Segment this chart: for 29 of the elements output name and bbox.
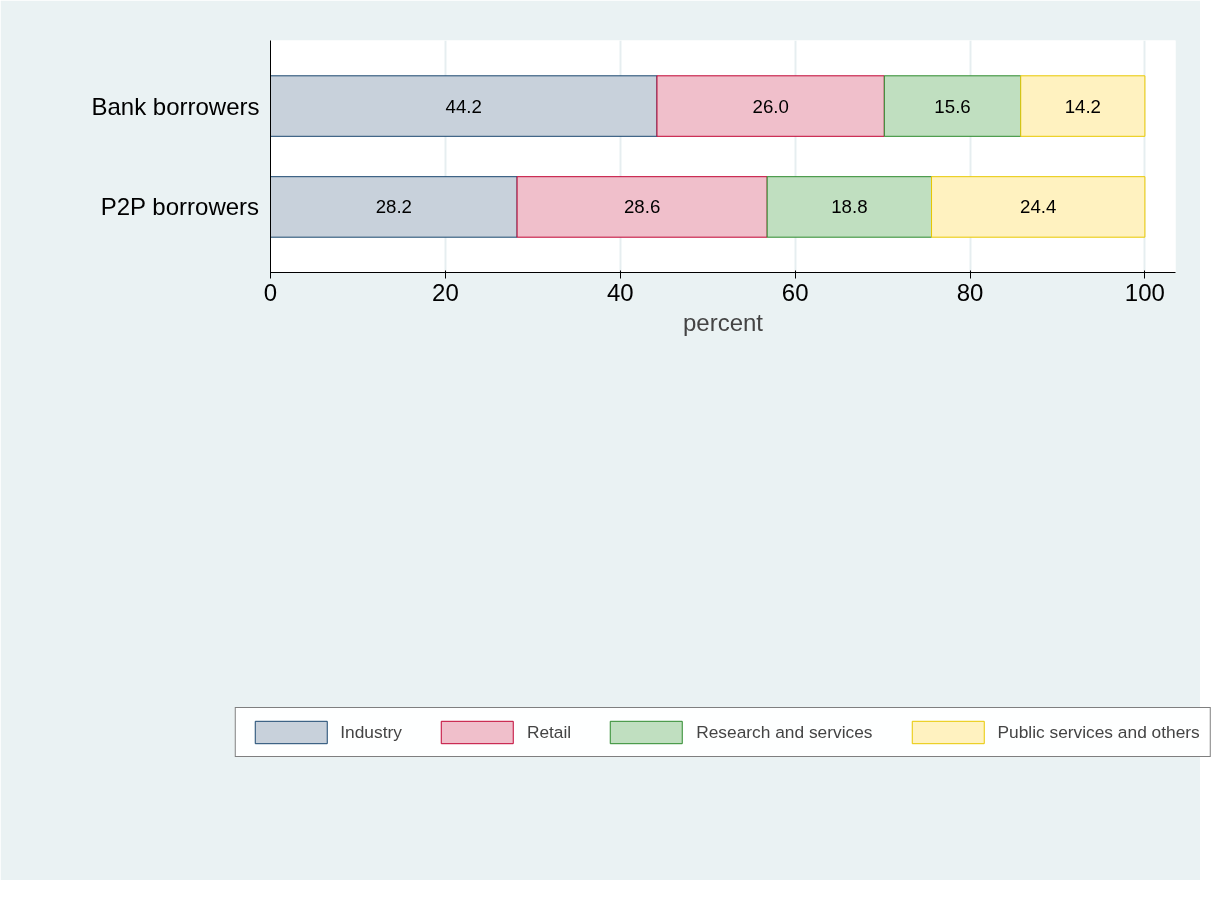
text: 44.2 <box>445 95 482 117</box>
text: 24.4 <box>1020 196 1057 218</box>
bar <box>1020 75 1146 137</box>
text: 28.2 <box>375 196 412 218</box>
bar <box>516 176 768 238</box>
bar <box>656 75 885 137</box>
bar <box>270 176 518 238</box>
legend-label: Public services and others <box>997 721 1200 743</box>
x-tick-label: 100 <box>1124 278 1165 306</box>
legend-label: Industry <box>340 721 402 743</box>
y-tick-label: Bank borrowers <box>91 92 260 120</box>
text: 14.2 <box>1064 95 1101 117</box>
bar <box>931 176 1146 238</box>
x-tick-label: 80 <box>956 278 984 306</box>
x-tick-label: 0 <box>263 278 278 306</box>
x-tick-label: 20 <box>432 278 459 306</box>
legend-label: Research and services <box>696 721 873 743</box>
text: 18.8 <box>831 196 868 218</box>
y-tick-label: P2P borrowers <box>100 193 260 221</box>
text: 28.6 <box>623 196 661 218</box>
x-tick-label: 40 <box>606 278 634 306</box>
text: 15.6 <box>934 95 971 117</box>
bar <box>270 75 658 137</box>
x-tick-label: 60 <box>781 278 809 306</box>
legend-label: Retail <box>526 721 572 743</box>
bar <box>883 75 1022 137</box>
text: 26.0 <box>752 95 789 117</box>
bar <box>766 176 933 238</box>
x-axis-title: percent <box>682 308 764 336</box>
